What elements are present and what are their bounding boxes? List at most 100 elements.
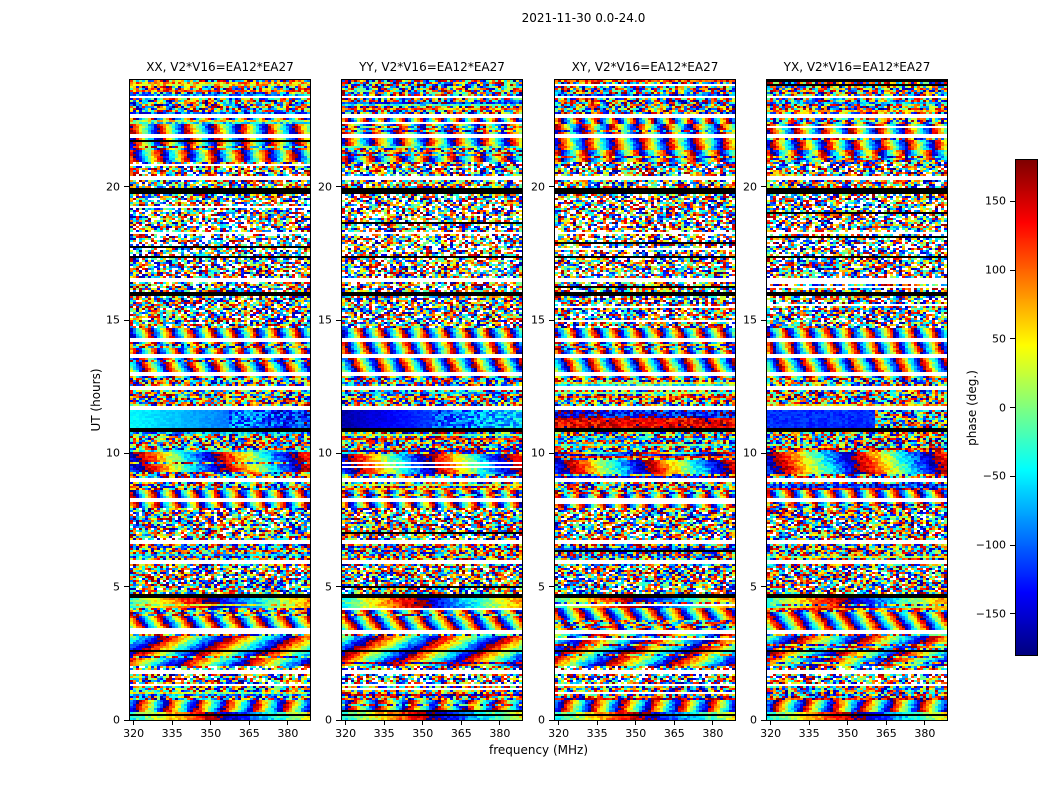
x-tick-label: 380 xyxy=(914,727,936,740)
x-tick-label: 380 xyxy=(489,727,511,740)
y-tick xyxy=(549,452,554,454)
panel-title-XX: XX, V2*V16=EA12*EA27 xyxy=(146,60,294,74)
x-tick-label: 335 xyxy=(798,727,820,740)
x-tick xyxy=(345,721,347,725)
y-tick-label: 15 xyxy=(743,313,757,327)
figure-title: 2021-11-30 0.0-24.0 xyxy=(521,11,646,25)
y-tick-label: 15 xyxy=(318,313,332,327)
y-tick xyxy=(336,319,341,321)
y-tick xyxy=(549,586,554,588)
phase-heatmap-YX xyxy=(766,79,948,721)
y-tick xyxy=(124,452,129,454)
y-tick-label: 5 xyxy=(538,580,545,594)
x-tick xyxy=(133,721,135,725)
y-tick xyxy=(336,586,341,588)
x-tick xyxy=(770,721,772,725)
x-tick-label: 380 xyxy=(277,727,299,740)
y-tick xyxy=(761,319,766,321)
y-tick-label: 10 xyxy=(318,446,332,460)
y-tick-label: 5 xyxy=(113,580,120,594)
x-tick-label: 320 xyxy=(548,727,570,740)
x-tick xyxy=(422,721,424,725)
x-tick-label: 365 xyxy=(875,727,897,740)
colorbar-tick xyxy=(1010,613,1015,615)
y-tick xyxy=(549,186,554,188)
y-tick xyxy=(761,719,766,721)
y-tick xyxy=(124,319,129,321)
y-tick xyxy=(549,719,554,721)
x-tick-label: 335 xyxy=(161,727,183,740)
x-tick xyxy=(847,721,849,725)
y-tick xyxy=(761,452,766,454)
y-tick-label: 10 xyxy=(106,446,120,460)
y-tick xyxy=(336,719,341,721)
x-tick-label: 350 xyxy=(200,727,222,740)
colorbar-tick xyxy=(1010,544,1015,546)
x-tick xyxy=(712,721,714,725)
y-tick xyxy=(761,186,766,188)
colorbar-gradient xyxy=(1015,159,1038,656)
x-tick-label: 335 xyxy=(586,727,608,740)
x-tick-label: 320 xyxy=(760,727,782,740)
y-tick-label: 20 xyxy=(531,180,545,194)
colorbar-tick-label: 100 xyxy=(985,263,1006,277)
x-tick xyxy=(924,721,926,725)
x-tick xyxy=(171,721,173,725)
colorbar-tick-label: −100 xyxy=(975,538,1006,552)
x-tick xyxy=(287,721,289,725)
y-tick xyxy=(549,319,554,321)
y-tick xyxy=(124,186,129,188)
panel-title-YX: YX, V2*V16=EA12*EA27 xyxy=(783,60,931,74)
y-tick xyxy=(336,186,341,188)
y-tick-label: 15 xyxy=(531,313,545,327)
y-tick-label: 5 xyxy=(750,580,757,594)
y-axis-label: UT (hours) xyxy=(89,368,103,432)
colorbar-tick xyxy=(1010,475,1015,477)
x-tick xyxy=(558,721,560,725)
x-tick-label: 320 xyxy=(335,727,357,740)
x-tick xyxy=(383,721,385,725)
phase-heatmap-XX xyxy=(129,79,311,721)
x-axis-label: frequency (MHz) xyxy=(488,743,589,757)
y-tick xyxy=(336,452,341,454)
panel-title-XY: XY, V2*V16=EA12*EA27 xyxy=(571,60,719,74)
y-tick-label: 0 xyxy=(538,713,545,727)
x-tick xyxy=(635,721,637,725)
colorbar-tick xyxy=(1010,269,1015,271)
x-tick xyxy=(673,721,675,725)
x-tick xyxy=(460,721,462,725)
y-tick-label: 0 xyxy=(325,713,332,727)
colorbar-tick xyxy=(1010,407,1015,408)
y-tick-label: 10 xyxy=(531,446,545,460)
x-tick-label: 365 xyxy=(450,727,472,740)
colorbar-tick xyxy=(1010,200,1015,202)
colorbar-tick-label: 150 xyxy=(985,194,1006,208)
y-tick-label: 20 xyxy=(106,180,120,194)
colorbar-tick xyxy=(1010,338,1015,340)
colorbar-tick-label: −150 xyxy=(975,607,1006,621)
x-tick-label: 320 xyxy=(123,727,145,740)
x-tick-label: 335 xyxy=(373,727,395,740)
y-tick xyxy=(761,586,766,588)
panel-title-YY: YY, V2*V16=EA12*EA27 xyxy=(359,60,505,74)
y-tick xyxy=(124,586,129,588)
y-tick-label: 20 xyxy=(318,180,332,194)
x-tick-label: 365 xyxy=(238,727,260,740)
y-tick-label: 10 xyxy=(743,446,757,460)
y-tick-label: 15 xyxy=(106,313,120,327)
x-tick xyxy=(499,721,501,725)
x-tick-label: 380 xyxy=(702,727,724,740)
y-tick-label: 0 xyxy=(750,713,757,727)
x-tick xyxy=(248,721,250,725)
colorbar-tick-label: 0 xyxy=(999,401,1006,414)
x-tick-label: 350 xyxy=(837,727,859,740)
colorbar-tick-label: 50 xyxy=(992,332,1006,346)
x-tick-label: 350 xyxy=(625,727,647,740)
x-tick-label: 350 xyxy=(412,727,434,740)
x-tick xyxy=(808,721,810,725)
y-tick-label: 5 xyxy=(325,580,332,594)
y-tick-label: 20 xyxy=(743,180,757,194)
colorbar-tick-label: −50 xyxy=(982,469,1006,483)
phase-heatmap-XY xyxy=(554,79,736,721)
